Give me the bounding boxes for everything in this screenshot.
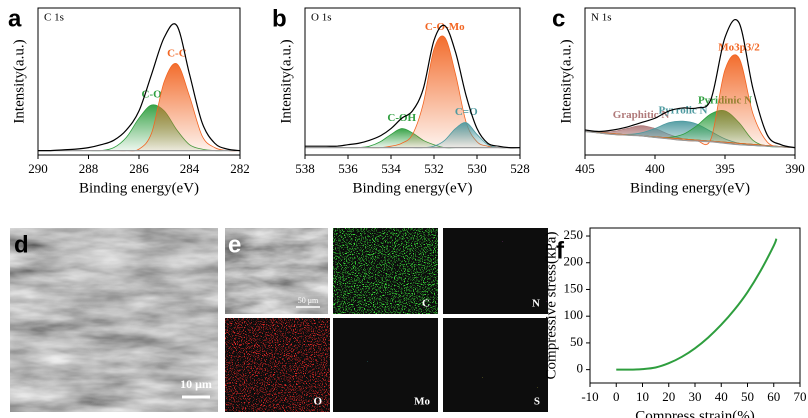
x-tick-label: 538 xyxy=(295,161,315,176)
chart: c 405 400 395 390 Binding energy(eV) Intensity… xyxy=(552,5,805,196)
x-tick-label: 530 xyxy=(467,161,487,176)
map-label: Mo xyxy=(414,396,430,408)
x-tick-label: 0 xyxy=(613,389,620,404)
eds-map xyxy=(443,318,548,412)
peak-area xyxy=(305,35,520,149)
peak-label: Mo3p3/2 xyxy=(718,42,760,54)
y-axis-label: Compressive stress(kPa) xyxy=(543,232,559,380)
map-label: S xyxy=(534,396,540,408)
sem-image xyxy=(10,228,218,412)
x-tick-label: 400 xyxy=(645,161,665,176)
curve xyxy=(616,238,778,371)
map-label: C xyxy=(422,298,430,310)
peak-label: C-O-Mo xyxy=(425,21,465,33)
x-tick-label: 290 xyxy=(28,161,48,176)
x-axis-label: Compress strain(%) xyxy=(635,408,755,418)
y-tick-label: 100 xyxy=(564,307,584,322)
y-tick-label: 200 xyxy=(564,254,584,269)
x-tick-label: 30 xyxy=(689,389,702,404)
inset-label: N 1s xyxy=(591,12,611,24)
x-tick-label: 10 xyxy=(636,389,649,404)
inset-label: C 1s xyxy=(44,12,64,24)
x-tick-label: 60 xyxy=(767,389,780,404)
x-tick-label: 50 xyxy=(741,389,754,404)
x-axis-label: Binding energy(eV) xyxy=(79,180,199,196)
x-tick-label: 528 xyxy=(510,161,530,176)
panel-label: d xyxy=(14,231,29,258)
scale-label: 50 μm xyxy=(298,296,319,305)
y-axis-label: Intensity(a.u.) xyxy=(558,39,574,123)
sem-image xyxy=(225,228,328,314)
x-tick-label: -10 xyxy=(581,389,598,404)
curve xyxy=(305,24,521,149)
x-axis-label: Binding energy(eV) xyxy=(352,180,472,196)
y-axis-label: Intensity(a.u.) xyxy=(278,39,294,123)
plot-frame xyxy=(304,7,521,156)
inset-label: O 1s xyxy=(311,12,331,24)
x-tick-label: 288 xyxy=(79,161,99,176)
peak-label: C-C xyxy=(167,47,187,59)
map-label: O xyxy=(313,396,322,408)
y-tick-label: 0 xyxy=(577,361,584,376)
x-tick-label: 282 xyxy=(230,161,250,176)
eds-map xyxy=(443,228,548,314)
x-axis-label: Binding energy(eV) xyxy=(630,180,750,196)
x-tick-label: 40 xyxy=(715,389,728,404)
plot-frame xyxy=(589,227,801,384)
chart: f -10 0 10 20 30 40 50 60 70 0 50 100 150 200 250 Compre… xyxy=(543,227,806,418)
plot-frame xyxy=(37,7,241,156)
eds-map xyxy=(225,318,330,412)
panel-label: c xyxy=(552,5,565,32)
peak-label: Pyrrolic N xyxy=(659,105,708,117)
x-tick-label: 532 xyxy=(424,161,444,176)
eds-map xyxy=(333,318,438,412)
x-tick-label: 536 xyxy=(338,161,358,176)
panel-label: a xyxy=(8,5,22,32)
x-tick-label: 20 xyxy=(662,389,675,404)
image-panels: 10 μm 50 μm d e C N O Mo S xyxy=(10,228,548,412)
y-axis-label: Intensity(a.u.) xyxy=(11,39,27,123)
y-tick-label: 50 xyxy=(570,334,583,349)
x-tick-label: 284 xyxy=(180,161,200,176)
x-tick-label: 405 xyxy=(575,161,595,176)
curve xyxy=(584,130,796,149)
panel-label: b xyxy=(272,5,287,32)
y-tick-label: 150 xyxy=(564,280,584,295)
x-tick-label: 70 xyxy=(794,389,807,404)
chart: a 290 288 286 284 282 Binding energy(eV) Intens… xyxy=(8,5,250,196)
x-tick-label: 286 xyxy=(129,161,149,176)
curve xyxy=(584,18,796,149)
scale-label: 10 μm xyxy=(180,377,212,391)
curve xyxy=(37,23,241,152)
peak-label: C=O xyxy=(455,106,478,118)
panel-label: e xyxy=(228,231,241,258)
x-tick-label: 395 xyxy=(715,161,735,176)
map-label: N xyxy=(532,298,540,310)
eds-map xyxy=(333,228,438,314)
y-tick-label: 250 xyxy=(564,227,584,242)
panel-label: f xyxy=(556,237,565,264)
x-tick-label: 390 xyxy=(785,161,805,176)
plot-frame xyxy=(584,7,796,156)
x-tick-label: 534 xyxy=(381,161,401,176)
chart: b 538 536 534 532 530 528 Binding energy(eV) Int… xyxy=(272,5,530,196)
peak-label: C-O xyxy=(142,89,163,101)
